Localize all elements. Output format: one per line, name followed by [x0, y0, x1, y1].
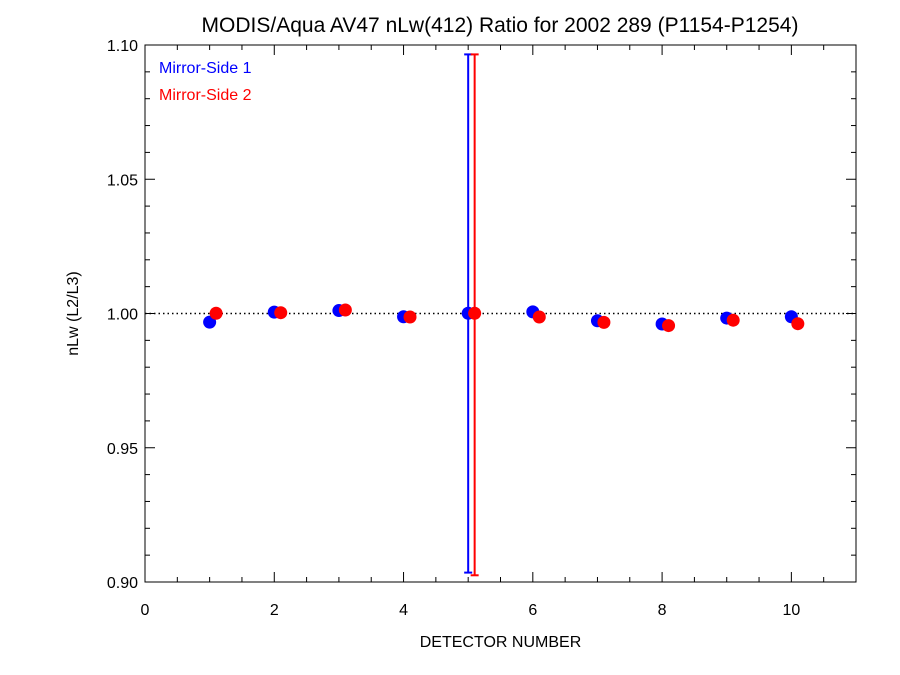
x-tick-label: 8 [658, 602, 667, 619]
y-tick-label: 0.95 [107, 441, 138, 458]
x-tick-label: 2 [270, 602, 279, 619]
legend-entry-mirror-side-2: Mirror-Side 2 [159, 87, 252, 104]
data-point-series-2 [662, 319, 676, 333]
data-point-series-2 [791, 317, 805, 331]
legend: Mirror-Side 1 Mirror-Side 2 [159, 60, 252, 104]
y-axis: 0.90 0.95 1.00 1.05 1.10 [107, 38, 856, 592]
y-axis-label: nLw (L2/L3) [65, 271, 82, 356]
x-tick-label: 10 [782, 602, 800, 619]
y-tick-label: 1.00 [107, 307, 138, 324]
x-tick-label: 6 [528, 602, 537, 619]
data-points [203, 303, 805, 333]
legend-entry-mirror-side-1: Mirror-Side 1 [159, 60, 252, 77]
y-tick-label: 1.05 [107, 172, 138, 189]
data-point-series-2 [209, 306, 223, 320]
x-axis-label: DETECTOR NUMBER [420, 634, 582, 651]
y-tick-label: 1.10 [107, 38, 138, 55]
data-point-series-2 [403, 310, 417, 324]
x-tick-label: 0 [141, 602, 150, 619]
chart-title: MODIS/Aqua AV47 nLw(412) Ratio for 2002 … [202, 14, 799, 37]
x-axis: 0 2 4 6 8 10 [141, 45, 857, 619]
data-point-series-2 [468, 306, 482, 320]
data-point-series-2 [597, 315, 611, 329]
x-tick-label: 4 [399, 602, 408, 619]
data-point-series-2 [726, 313, 740, 327]
data-point-series-2 [338, 303, 352, 317]
data-point-series-2 [274, 306, 288, 320]
data-point-series-2 [532, 310, 546, 324]
y-tick-label: 0.90 [107, 575, 138, 592]
